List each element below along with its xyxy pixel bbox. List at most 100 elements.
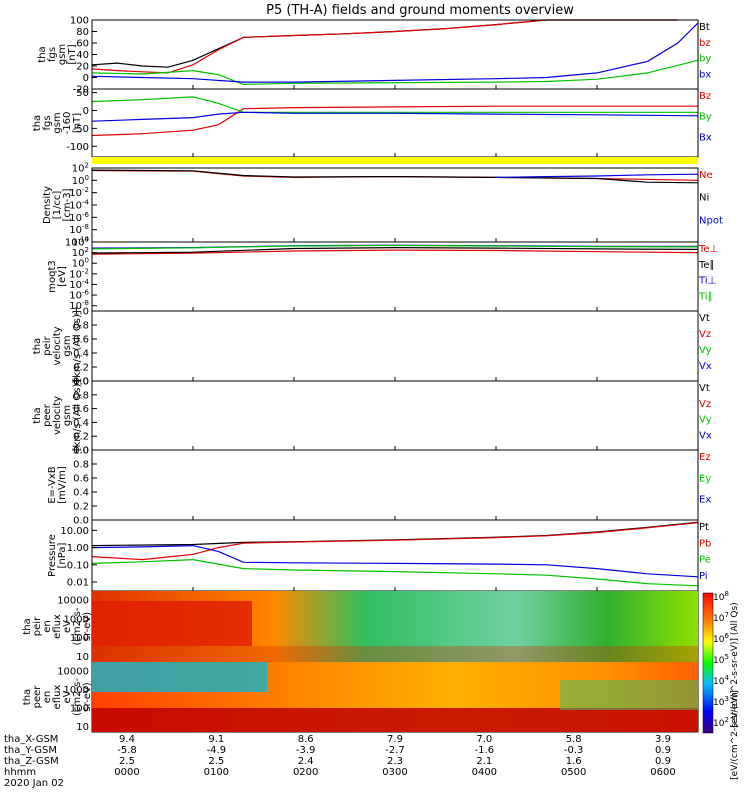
y-axis-label: peer <box>42 403 53 427</box>
y-axis-label: E=-VxB <box>47 466 58 503</box>
series-Ni <box>91 169 699 184</box>
panel-peer-velocity: 1.0 0.8 0.6 0.4 0.2 0.0 tha peer velocity gsm [km/… <box>32 377 712 457</box>
y-axis-label: tha <box>22 618 33 634</box>
series-bz <box>91 19 678 74</box>
y-tick-label: 10-8 <box>69 223 89 236</box>
legend-entry: Ni <box>699 193 709 204</box>
panel-frame <box>91 88 699 158</box>
colorbar-tick-label: 104 <box>713 674 729 687</box>
flag-strip <box>92 157 698 164</box>
y-axis-label: tha <box>32 115 43 131</box>
y-tick-label: 60 <box>76 39 89 50</box>
x-tick-label: 2.5 <box>119 756 135 767</box>
x-tick-label: 8.6 <box>298 734 314 745</box>
y-axis-label: gsm <box>52 112 63 133</box>
y-tick-label: 10 <box>76 722 89 733</box>
y-axis-label: gsm <box>62 405 73 426</box>
y-axis-label: [mV/m] <box>57 466 68 504</box>
x-tick-label: 1.6 <box>566 756 582 767</box>
x-tick-label: 2.4 <box>298 756 314 767</box>
y-axis-label: peer <box>32 685 43 709</box>
x-tick-label: 7.0 <box>476 734 492 745</box>
series-Bx <box>91 111 699 122</box>
y-axis-label: eflux <box>52 614 63 639</box>
y-axis-label: moqt3 <box>47 260 58 293</box>
y-tick-label: 1.0 <box>73 446 89 457</box>
y-tick-label: 100 <box>72 174 89 187</box>
peir-spectrogram <box>92 591 698 662</box>
y-axis-label: sr-eV) <box>82 682 93 711</box>
y-axis-label: Pressure <box>47 534 58 577</box>
x-row-label: 2020 Jan 02 <box>4 778 64 789</box>
y-tick-label: -50 <box>73 124 89 135</box>
y-tick-label: 0.8 <box>73 460 89 471</box>
legend-entry: Npot <box>699 215 723 226</box>
legend-entry: Bx <box>699 132 712 143</box>
legend-entry: Vz <box>699 329 711 340</box>
y-axis-label: velocity <box>52 396 63 435</box>
y-axis-label: eV <box>62 690 73 703</box>
legend-entry: Te⊥ <box>698 244 718 255</box>
y-tick-label: 100 <box>70 703 89 714</box>
x-tick-label: 0400 <box>472 767 497 778</box>
page-title: P5 (TH-A) fields and ground moments over… <box>266 3 574 18</box>
series-Pt <box>91 521 699 547</box>
x-tick-label: 3.9 <box>655 734 671 745</box>
y-tick-label: 102 <box>72 162 89 175</box>
series-bx <box>91 22 699 83</box>
y-tick-label: 0.0 <box>73 377 89 388</box>
y-tick-label: -20 <box>73 85 89 96</box>
x-tick-label: 2.3 <box>387 756 403 767</box>
y-tick-label: 40 <box>76 50 89 61</box>
legend-entry: Vy <box>699 415 712 426</box>
series-Pb <box>91 522 699 561</box>
series-Te∥ <box>91 246 699 254</box>
y-tick-label: 0.6 <box>73 335 89 346</box>
y-axis-label: [nT] <box>72 113 83 133</box>
panel-frame <box>91 380 699 451</box>
legend-entry: Vy <box>699 345 712 356</box>
y-tick-label: 1.0 <box>73 377 89 388</box>
legend-entry: Vt <box>699 383 710 394</box>
x-tick-label: -3.9 <box>296 745 316 756</box>
y-axis-label: peir <box>42 335 53 355</box>
y-axis-label: eflux <box>52 685 63 710</box>
y-tick-label: 100 <box>70 16 89 27</box>
colorbar-tick-label: 102 <box>713 716 729 729</box>
y-tick-label: 0.4 <box>73 349 89 360</box>
y-axis-label: velocity <box>52 326 63 365</box>
y-axis-label: tha <box>32 407 43 423</box>
x-row-label: tha_X-GSM <box>4 734 58 745</box>
series-Te⊥ <box>91 249 699 255</box>
y-axis-label: fgs <box>47 47 58 62</box>
legend-entry: Ti∥ <box>698 291 713 302</box>
series-Npot <box>495 173 699 178</box>
panel-peir-velocity: 1.0 0.8 0.6 0.4 0.2 0.0 tha peir velocity gsm [km/… <box>32 307 712 388</box>
y-axis-label: [1/cc] <box>52 191 63 220</box>
colorbar-tick-label: 107 <box>713 611 729 624</box>
y-tick-label: 0.0 <box>73 446 89 457</box>
x-tick-label: -4.9 <box>207 745 227 756</box>
panel-efield: 1.0 0.8 0.6 0.4 0.2 0.0 E=-VxB [mV/m] Ez Ey Ex <box>47 446 711 527</box>
y-axis-label: Density <box>42 186 53 224</box>
y-axis-label: sr-eV) <box>82 612 93 641</box>
colorbar-tick-label: 108 <box>713 590 729 603</box>
series-by <box>91 59 699 86</box>
y-axis-label: (cm2-s- <box>72 678 83 716</box>
legend-entry: Bt <box>699 22 710 33</box>
series-Bt <box>91 19 678 68</box>
y-axis-label: [eV] <box>57 266 68 287</box>
y-tick-label: 0 <box>83 73 89 84</box>
y-tick-label: 0.01 <box>67 578 89 589</box>
y-tick-label: 10000 <box>57 666 89 677</box>
y-tick-label: 10000 <box>57 595 89 606</box>
x-tick-label: -2.7 <box>385 745 405 756</box>
colorbar-label-top: [eV/(cm^2-s-sr-eV)] (All Qs) <box>730 602 740 727</box>
legend-entry: Ne <box>699 170 713 181</box>
x-tick-label: 5.8 <box>566 734 582 745</box>
x-tick-label: 2.5 <box>208 756 224 767</box>
y-axis-label: fgs <box>42 115 53 130</box>
colorbar-tick-label: 103 <box>713 695 729 708</box>
y-axis-label: [nT] <box>67 44 78 64</box>
